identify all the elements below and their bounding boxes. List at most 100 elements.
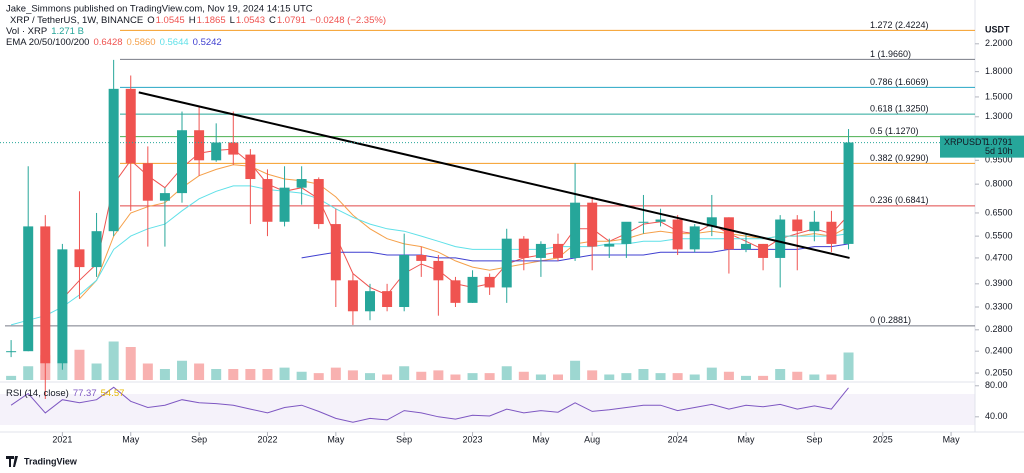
ohlc-label: H <box>189 15 196 26</box>
fib-label: 0.786 (1.6069) <box>870 77 929 87</box>
volume-bar <box>142 363 153 380</box>
candle-body <box>91 231 102 268</box>
fib-label: 0.5 (1.1270) <box>870 126 919 136</box>
volume-bar <box>279 367 290 380</box>
ohlc-value: 1.0543 <box>236 15 265 26</box>
y-tick-label: 0.8000 <box>985 179 1013 189</box>
currency: USDT <box>985 24 1010 34</box>
x-tick-label: 2022 <box>257 434 277 444</box>
volume-bar <box>706 367 717 380</box>
candle-body <box>211 142 222 161</box>
volume-bar <box>587 370 598 380</box>
candle-body <box>621 221 632 244</box>
candle-body <box>792 219 803 232</box>
publisher: Jake_Simmons published on TradingView.co… <box>6 4 313 15</box>
ohlc-label: L <box>230 15 235 26</box>
y-tick-label: 0.6500 <box>985 207 1013 217</box>
candle-body <box>570 202 581 258</box>
symbol-line: XRP / TetherUS, 1W, BINANCE O1.0545 H1.186… <box>10 15 386 26</box>
ohlc-value: 1.1865 <box>197 15 226 26</box>
candle-body <box>740 243 751 250</box>
candle-body <box>689 226 700 250</box>
volume-bar <box>194 363 205 380</box>
candle-body <box>552 243 563 258</box>
y-tick-label: 2.2000 <box>985 38 1013 48</box>
ema-legend: EMA 20/50/100/200 0.6428 0.5860 0.5644 0.524… <box>6 37 222 48</box>
volume-bar <box>638 369 649 380</box>
candle-body <box>108 88 119 232</box>
candle-body <box>501 238 512 288</box>
y-tick-label: 0.2050 <box>985 367 1013 377</box>
volume-bar <box>6 375 17 380</box>
rsi-reading: 54.57 <box>101 388 125 399</box>
volume-bar <box>382 374 393 380</box>
volume-bar <box>467 373 478 380</box>
fib-label: 0.236 (0.6841) <box>870 195 929 205</box>
volume-last: 1.271 B <box>51 26 84 37</box>
volume-bar <box>23 366 34 380</box>
candle-body <box>706 217 717 227</box>
x-tick-label: 2021 <box>52 434 72 444</box>
volume-bar <box>450 374 461 380</box>
y-tick-label: 0.3900 <box>985 278 1013 288</box>
candle-body <box>433 260 444 281</box>
candle-body <box>313 179 324 225</box>
trendline <box>138 91 850 259</box>
volume-label: Vol · XRP <box>6 26 47 37</box>
volume-bar <box>313 373 324 380</box>
candle-body <box>758 243 769 258</box>
volume-bar <box>296 371 307 380</box>
volume-bar <box>552 374 563 380</box>
volume-bar <box>159 369 170 380</box>
volume-bar <box>91 363 102 380</box>
candle-body <box>57 249 68 364</box>
volume-bar <box>177 360 188 380</box>
candle-body <box>826 221 837 244</box>
volume-bar <box>826 374 837 380</box>
candle-body <box>296 179 307 188</box>
change: −0.0248 (−2.35%) <box>310 15 386 26</box>
volume-bar <box>228 369 239 380</box>
volume-legend: Vol · XRP 1.271 B <box>6 26 84 37</box>
rsi-reading: 77.37 <box>73 388 97 399</box>
candle-body <box>382 291 393 308</box>
candle-body <box>279 187 290 222</box>
candle-body <box>775 219 786 258</box>
volume-bar <box>689 374 700 380</box>
volume-bar <box>365 373 376 380</box>
rsi-tick-label: 40.00 <box>985 411 1008 421</box>
candle-body <box>40 226 51 364</box>
volume-bar <box>655 373 666 380</box>
volume-bar <box>843 352 854 380</box>
candle-body <box>142 163 153 201</box>
volume-bar <box>399 366 410 380</box>
x-tick-label: Aug <box>584 434 600 444</box>
volume-bar <box>347 370 358 380</box>
rsi-label: RSI (14, close) <box>6 388 69 399</box>
fib-label: 0.382 (0.9290) <box>870 153 929 163</box>
volume-bar <box>125 347 136 380</box>
price-tag-bg <box>940 135 1024 158</box>
rsi-tick-label: 80.00 <box>985 380 1008 390</box>
rsi-legend: RSI (14, close) 77.37 54.57 <box>6 388 124 399</box>
candle-body <box>330 224 341 281</box>
y-tick-label: 0.3300 <box>985 301 1013 311</box>
rsi-band <box>0 394 975 425</box>
candle-body <box>159 193 170 201</box>
volume-bar <box>621 373 632 380</box>
volume-bar <box>672 373 683 380</box>
x-tick-label: 2023 <box>463 434 483 444</box>
ema-label: EMA 20/50/100/200 <box>6 37 89 48</box>
price-tag-symbol: XRPUSDT <box>944 137 988 147</box>
x-tick-label: 2024 <box>668 434 688 444</box>
candle-body <box>6 351 17 353</box>
y-tick-label: 0.5500 <box>985 231 1013 241</box>
candle-body <box>125 88 136 164</box>
x-tick-label: May <box>943 434 961 444</box>
candle-body <box>638 221 649 223</box>
brand: TradingView <box>24 456 78 466</box>
volume-bar <box>108 341 119 380</box>
symbol: XRP / TetherUS, 1W, BINANCE <box>10 15 143 26</box>
candle-body <box>467 276 478 303</box>
